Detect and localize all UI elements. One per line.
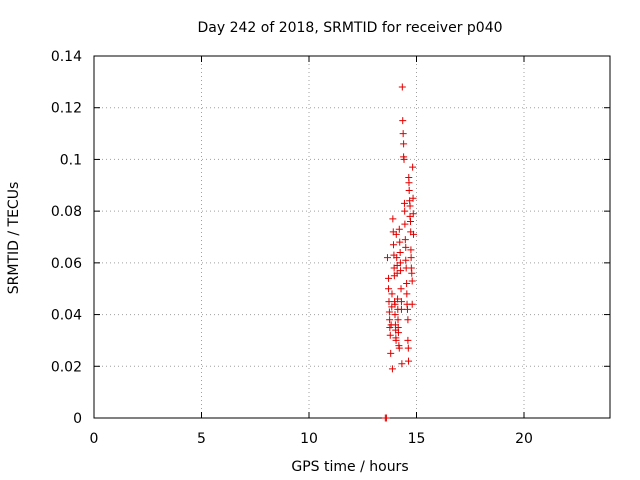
data-point: [389, 241, 397, 249]
data-point: [385, 274, 393, 282]
y-tick-label: 0.06: [51, 256, 82, 272]
data-point: [409, 230, 417, 238]
data-point: [391, 300, 399, 308]
data-point: [383, 254, 391, 262]
data-point: [386, 316, 394, 324]
data-point: [385, 308, 393, 316]
data-point: [409, 194, 417, 202]
y-tick-label: 0: [73, 411, 82, 427]
data-point: [400, 140, 408, 148]
y-tick-label: 0.1: [60, 152, 82, 168]
data-point: [397, 267, 405, 275]
axis-ticks: 0 5 10 15 20 0 0.02 0.04 0.06 0.08 0.1 0.12 0.14: [51, 49, 610, 447]
data-point: [399, 117, 407, 125]
data-point: [401, 207, 409, 215]
y-tick-label: 0.04: [51, 308, 82, 324]
data-point: [400, 199, 408, 207]
data-point: [400, 155, 408, 163]
data-point: [401, 220, 409, 228]
x-tick-label: 15: [408, 431, 426, 447]
grid: [94, 56, 610, 418]
data-point: [392, 230, 400, 238]
data-point: [405, 357, 413, 365]
data-point: [402, 243, 410, 251]
x-tick-label: 5: [197, 431, 206, 447]
data-point: [394, 316, 402, 324]
data-point: [401, 236, 409, 244]
data-point: [395, 225, 403, 233]
data-point: [394, 329, 402, 337]
data-point: [405, 186, 413, 194]
data-point: [407, 254, 415, 262]
data-point: [402, 256, 410, 264]
x-tick-label: 20: [515, 431, 533, 447]
data-point: [391, 311, 399, 319]
y-tick-label: 0.02: [51, 359, 82, 375]
y-tick-label: 0.12: [51, 101, 82, 117]
y-tick-label: 0.14: [51, 49, 82, 65]
data-point: [404, 336, 412, 344]
data-point: [396, 249, 404, 257]
data-point: [397, 298, 405, 306]
data-point: [386, 331, 394, 339]
data-point: [396, 259, 404, 267]
chart-title: Day 242 of 2018, SRMTID for receiver p04…: [197, 20, 502, 36]
data-point: [398, 360, 406, 368]
data-point: [408, 300, 416, 308]
data-point: [404, 316, 412, 324]
data-point: [399, 130, 407, 138]
x-tick-label: 10: [300, 431, 318, 447]
data-point: [403, 305, 411, 313]
data-point: [388, 290, 396, 298]
data-point: [389, 215, 397, 223]
data-point: [395, 344, 403, 352]
data-point: [409, 163, 417, 171]
data-point: [387, 349, 395, 357]
data-point: [404, 344, 412, 352]
data-point: [388, 365, 396, 373]
x-tick-label: 0: [90, 431, 99, 447]
data-point: [407, 246, 415, 254]
data-points: [381, 83, 417, 422]
data-point: [394, 295, 402, 303]
data-point: [408, 277, 416, 285]
x-axis-label: GPS time / hours: [291, 459, 408, 475]
data-point: [403, 290, 411, 298]
data-point: [409, 210, 417, 218]
data-point: [385, 285, 393, 293]
data-point: [405, 179, 413, 187]
y-axis-label: SRMTID / TECUs: [6, 182, 22, 295]
data-point: [382, 414, 390, 422]
data-point: [406, 202, 414, 210]
data-point: [398, 83, 406, 91]
data-point: [408, 269, 416, 277]
data-point: [393, 254, 401, 262]
data-point: [403, 280, 411, 288]
data-point: [396, 238, 404, 246]
data-point: [397, 305, 405, 313]
y-tick-label: 0.08: [51, 204, 82, 220]
plot-frame: [93, 55, 611, 419]
data-point: [392, 336, 400, 344]
data-point: [397, 285, 405, 293]
data-point: [406, 217, 414, 225]
